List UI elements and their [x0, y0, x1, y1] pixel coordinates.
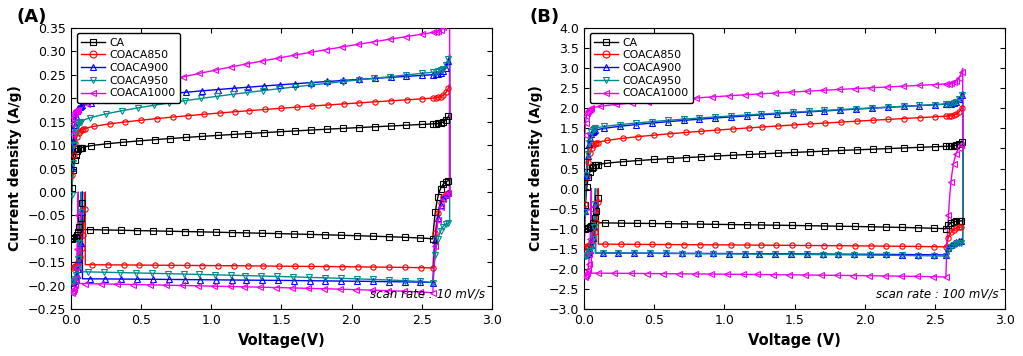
X-axis label: Voltage (V): Voltage (V): [748, 333, 841, 348]
Text: scan rate : 10 mV/s: scan rate : 10 mV/s: [370, 288, 485, 301]
Y-axis label: Current density (A/g): Current density (A/g): [529, 85, 543, 251]
Y-axis label: Current density (A/g): Current density (A/g): [8, 85, 23, 251]
Text: scan rate : 100 mV/s: scan rate : 100 mV/s: [876, 288, 998, 301]
X-axis label: Voltage(V): Voltage(V): [237, 333, 325, 348]
Legend: CA, COACA850, COACA900, COACA950, COACA1000: CA, COACA850, COACA900, COACA950, COACA1…: [77, 33, 180, 103]
Text: (A): (A): [16, 8, 47, 26]
Legend: CA, COACA850, COACA900, COACA950, COACA1000: CA, COACA850, COACA900, COACA950, COACA1…: [589, 33, 693, 103]
Text: (B): (B): [530, 8, 560, 26]
